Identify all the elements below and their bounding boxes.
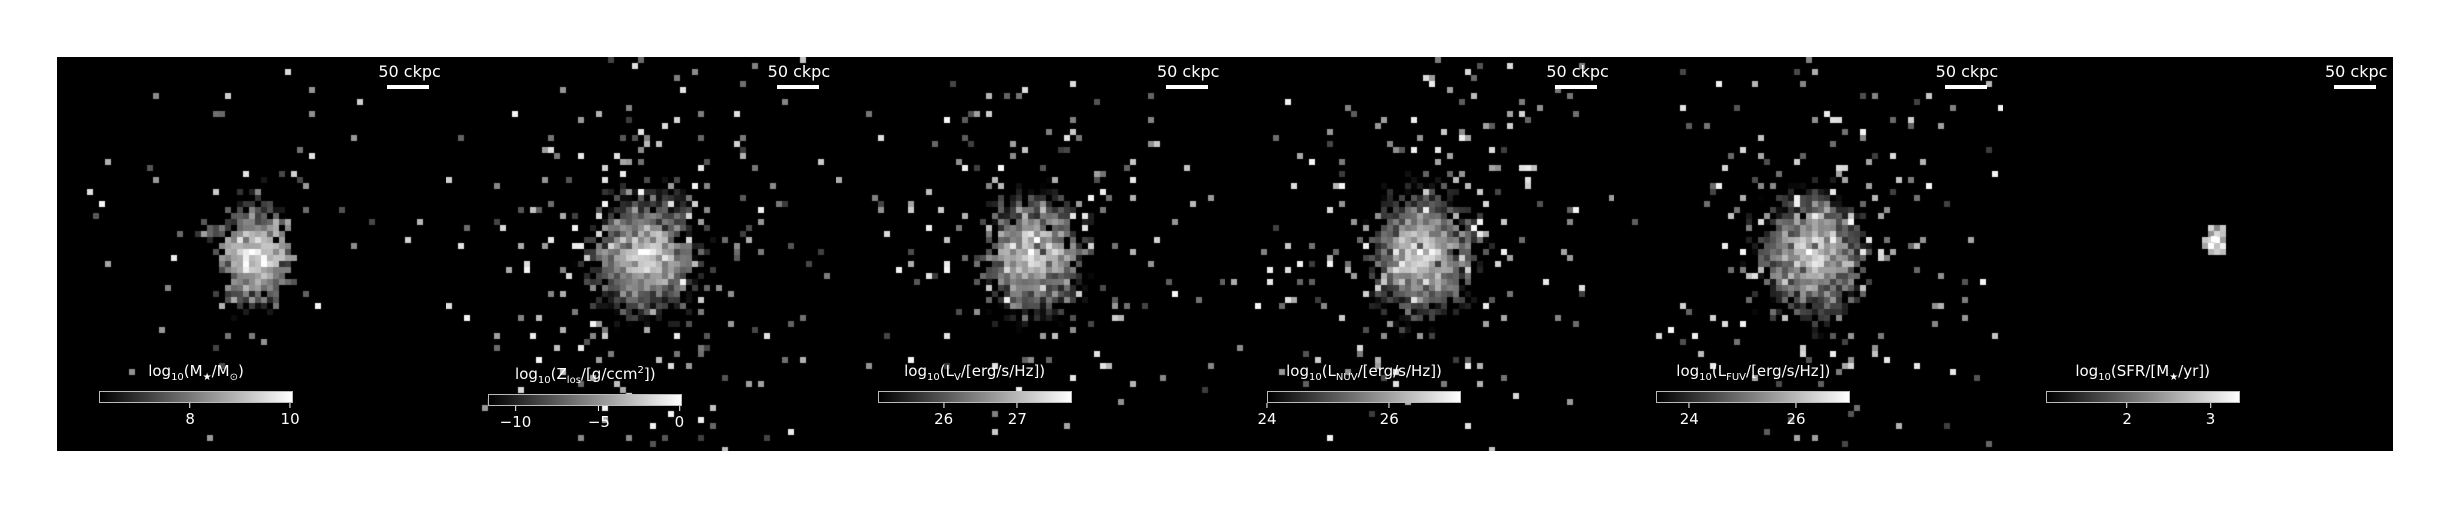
colorbar-tick: 27 (1008, 403, 1027, 428)
colorbar-tick: 26 (934, 403, 953, 428)
scale-bar-label: 50 ckpc (767, 62, 831, 81)
image-strip: 50 ckpc log10(M★/M⊙) 8 10 50 ckpc log10(Zlos/… (57, 57, 2393, 451)
galaxy-map-metallicity (446, 57, 836, 451)
scale-bar: 50 ckpc (1935, 62, 1999, 89)
scale-bar-line (2333, 85, 2376, 89)
colorbar-tick: 26 (1786, 403, 1806, 428)
colorbar-gradient (1267, 391, 1461, 403)
scale-bar: 50 ckpc (1546, 62, 1609, 89)
scale-bar: 50 ckpc (767, 62, 831, 89)
colorbar-label: log10(M★/M⊙) (148, 362, 244, 383)
colorbar-tick: 3 (2206, 403, 2215, 428)
panel-stellar-mass: 50 ckpc log10(M★/M⊙) 8 10 (57, 57, 446, 451)
colorbar: log10(SFR/[M★/yr]) 2 3 (2045, 362, 2240, 429)
colorbar-gradient (488, 394, 683, 406)
colorbar-label: log10(LNUV/[erg/s/Hz]) (1286, 362, 1442, 383)
scale-bar-line (1555, 85, 1598, 89)
colorbar-tick: 24 (1680, 403, 1699, 428)
galaxy-map-sfr (2003, 57, 2393, 451)
colorbar-tick: −5 (588, 406, 610, 431)
scale-bar-label: 50 ckpc (2324, 62, 2388, 81)
colorbar-tick: 2 (2122, 403, 2132, 428)
colorbar-tick: 24 (1257, 403, 1277, 428)
scale-bar-label: 50 ckpc (1546, 62, 1609, 81)
scale-bar-label: 50 ckpc (1156, 62, 1220, 81)
panel-sfr: 50 ckpc log10(SFR/[M★/yr]) 2 3 (2003, 57, 2393, 451)
colorbar: log10(Zlos/[g/ccm2]) −10 −5 0 (488, 362, 684, 432)
scale-bar-line (776, 85, 819, 89)
colorbar: log10(M★/M⊙) 8 10 (99, 362, 300, 429)
galaxy-map-fuv-band (1614, 57, 2004, 451)
colorbar-tick: 26 (1380, 403, 1399, 428)
panel-v-band: 50 ckpc log10(LV/[erg/s/Hz]) 26 27 (835, 57, 1225, 451)
scale-bar-label: 50 ckpc (1935, 62, 1999, 81)
scale-bar-label: 50 ckpc (378, 62, 441, 81)
panel-fuv-band: 50 ckpc log10(LFUV/[erg/s/Hz]) 24 26 (1614, 57, 2004, 451)
colorbar-tick: 10 (281, 403, 300, 428)
scale-bar: 50 ckpc (378, 62, 441, 89)
galaxy-map-v-band (835, 57, 1225, 451)
colorbar: log10(LNUV/[erg/s/Hz]) 24 26 (1257, 362, 1461, 429)
colorbar: log10(LV/[erg/s/Hz]) 26 27 (877, 362, 1072, 429)
colorbar-gradient (99, 391, 293, 403)
colorbar-label: log10(SFR/[M★/yr]) (2075, 362, 2210, 383)
panel-nuv-band: 50 ckpc log10(LNUV/[erg/s/Hz]) 24 26 (1225, 57, 1614, 451)
colorbar-label: log10(LV/[erg/s/Hz]) (904, 362, 1046, 383)
panel-metallicity: 50 ckpc log10(Zlos/[g/ccm2]) −10 −5 0 (446, 57, 836, 451)
scale-bar-line (1165, 85, 1208, 89)
colorbar-tick: 8 (185, 403, 195, 428)
colorbar-gradient (2045, 391, 2240, 403)
galaxy-map-nuv-band (1225, 57, 1614, 451)
colorbar-label: log10(Zlos/[g/ccm2]) (515, 365, 656, 386)
colorbar-gradient (1656, 391, 1851, 403)
scale-bar: 50 ckpc (1156, 62, 1220, 89)
scale-bar: 50 ckpc (2324, 62, 2388, 89)
scale-bar-line (1944, 85, 1987, 89)
scale-bar-line (387, 85, 430, 89)
colorbar: log10(LFUV/[erg/s/Hz]) 24 26 (1656, 362, 1851, 429)
colorbar-tick: 0 (675, 406, 684, 431)
colorbar-tick: −10 (500, 406, 531, 431)
galaxy-map-stellar-mass (57, 57, 446, 451)
colorbar-gradient (877, 391, 1072, 403)
colorbar-label: log10(LFUV/[erg/s/Hz]) (1676, 362, 1831, 383)
